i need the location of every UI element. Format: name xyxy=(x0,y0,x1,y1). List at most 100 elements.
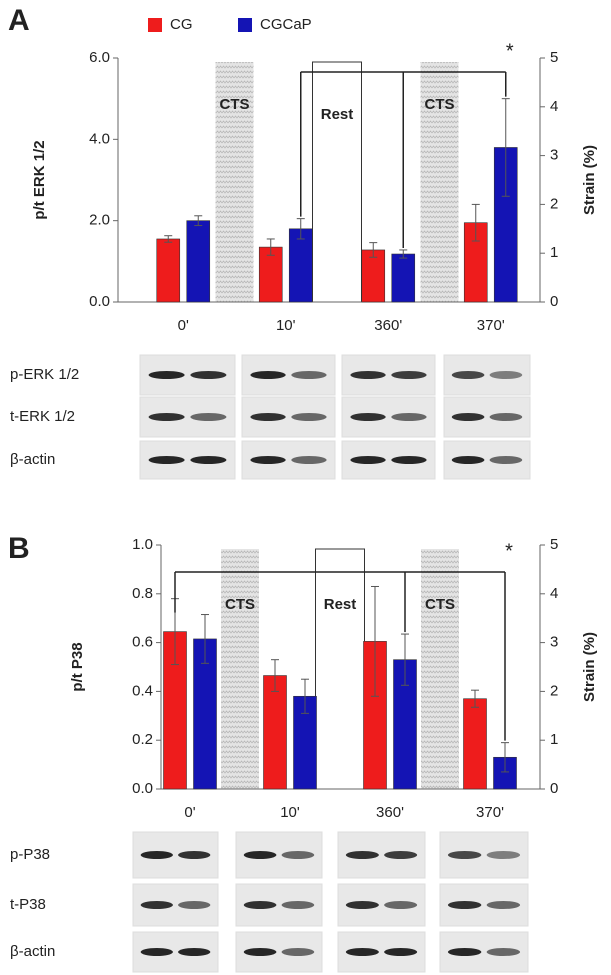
legend-label: CGCaP xyxy=(260,16,312,33)
error-bar xyxy=(501,98,510,197)
x-tick-label: 10' xyxy=(276,317,296,334)
blot-band xyxy=(281,851,315,859)
y-tick-label: 0.8 xyxy=(132,585,153,602)
blot-band xyxy=(447,948,482,956)
blot-label: β-actin xyxy=(10,943,55,960)
error-bar xyxy=(201,614,209,664)
x-tick-label: 0' xyxy=(184,804,195,821)
blot-band xyxy=(178,948,211,956)
y2-tick-label: 1 xyxy=(550,731,558,748)
blot-band xyxy=(148,456,185,464)
blot-band xyxy=(447,851,482,859)
blot-label: p-P38 xyxy=(10,846,50,863)
blot-band xyxy=(291,456,327,464)
blot-band xyxy=(451,413,485,421)
annotation: CTS xyxy=(425,96,455,113)
error-bar xyxy=(301,678,309,714)
y-axis-title: p/t ERK 1/2 xyxy=(31,140,48,219)
annotation: CTS xyxy=(425,596,455,613)
y2-tick-label: 3 xyxy=(550,147,558,164)
blot-band xyxy=(451,371,485,379)
bar xyxy=(156,238,181,303)
y2-tick-label: 5 xyxy=(550,536,558,553)
y-tick-label: 0.4 xyxy=(132,682,153,699)
blot-band xyxy=(140,851,173,859)
y2-tick-label: 5 xyxy=(550,49,558,66)
blot-band xyxy=(391,371,427,379)
panel-letter: A xyxy=(8,4,30,37)
error-bar xyxy=(369,242,378,258)
rest-box xyxy=(312,61,362,303)
error-bar xyxy=(501,742,509,773)
blot-band xyxy=(350,413,386,421)
error-bar xyxy=(371,585,379,697)
blot-band xyxy=(345,851,379,859)
blot-band xyxy=(190,456,227,464)
x-tick-label: 370' xyxy=(476,804,504,821)
bar xyxy=(391,253,416,303)
x-tick-label: 10' xyxy=(280,804,300,821)
y-tick-label: 0.0 xyxy=(89,293,110,310)
blot-band xyxy=(486,851,521,859)
blot-band xyxy=(451,456,485,464)
bar xyxy=(186,220,211,303)
y-tick-label: 0.0 xyxy=(132,780,153,797)
y2-tick-label: 4 xyxy=(550,98,558,115)
y-tick-label: 0.2 xyxy=(132,731,153,748)
blot-band xyxy=(140,901,173,909)
annotation: CTS xyxy=(225,596,255,613)
blot-band xyxy=(250,456,286,464)
blot-label: t-P38 xyxy=(10,896,46,913)
y2-tick-label: 0 xyxy=(550,293,558,310)
rest-box xyxy=(315,548,365,790)
y-tick-label: 0.6 xyxy=(132,634,153,651)
blot-band xyxy=(190,371,227,379)
y-axis-title: p/t P38 xyxy=(69,642,86,691)
cts-region xyxy=(420,62,459,302)
error-bar xyxy=(296,218,305,240)
y2-axis-title: Strain (%) xyxy=(581,632,598,702)
error-bar xyxy=(471,203,480,242)
blot-band xyxy=(281,948,315,956)
blot-band xyxy=(486,901,521,909)
blot-band xyxy=(291,413,327,421)
significance: * xyxy=(505,540,513,562)
annotation: CTS xyxy=(220,96,250,113)
blot-band xyxy=(391,413,427,421)
error-bar xyxy=(271,659,279,692)
y2-tick-label: 1 xyxy=(550,244,558,261)
bar xyxy=(288,228,313,303)
blot-band xyxy=(148,413,185,421)
significance: * xyxy=(506,40,514,62)
blot-band xyxy=(345,948,379,956)
blot-band xyxy=(250,413,286,421)
panel-letter: B xyxy=(8,532,30,565)
blot-band xyxy=(489,371,523,379)
blot-band xyxy=(243,851,277,859)
y2-tick-label: 0 xyxy=(550,780,558,797)
blot-band xyxy=(384,901,418,909)
bar xyxy=(263,675,287,790)
y2-tick-label: 2 xyxy=(550,195,558,212)
x-tick-label: 360' xyxy=(376,804,404,821)
error-bar xyxy=(164,235,173,243)
blot-band xyxy=(391,456,427,464)
x-tick-label: 0' xyxy=(178,317,189,334)
x-tick-label: 370' xyxy=(477,317,505,334)
error-bar xyxy=(194,215,203,227)
cts-region xyxy=(215,62,254,302)
blot-band xyxy=(489,413,523,421)
cts-region xyxy=(221,549,259,789)
blot-band xyxy=(140,948,173,956)
legend-label: CG xyxy=(170,16,193,33)
blot-label: t-ERK 1/2 xyxy=(10,408,75,425)
legend-swatch xyxy=(148,18,162,32)
blot-band xyxy=(384,851,418,859)
blot-band xyxy=(281,901,315,909)
blot-band xyxy=(243,901,277,909)
y2-tick-label: 3 xyxy=(550,634,558,651)
blot-band xyxy=(178,851,211,859)
bar xyxy=(463,698,487,790)
error-bar xyxy=(401,633,409,686)
